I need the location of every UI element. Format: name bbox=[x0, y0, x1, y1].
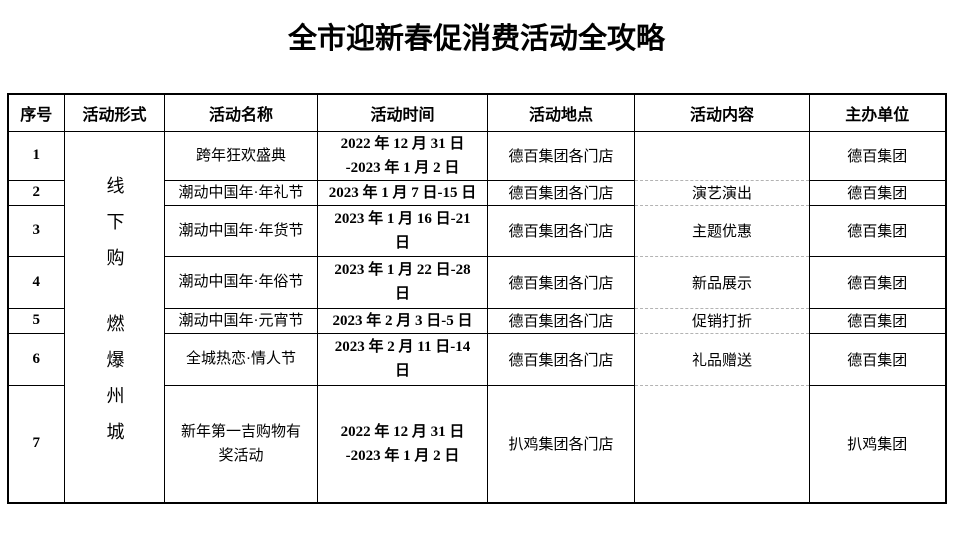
cell-org: 德百集团 bbox=[809, 307, 946, 334]
table-row: 5 潮动中国年·元宵节 2023 年 2 月 3 日-5 日 德百集团各门店 促… bbox=[7, 307, 946, 334]
table-row: 3 潮动中国年·年货节 2023 年 1 月 16 日-21 日 德百集团各门店… bbox=[7, 204, 946, 257]
cell-no: 7 bbox=[7, 384, 65, 504]
header-row: 序号 活动形式 活动名称 活动时间 活动地点 活动内容 主办单位 bbox=[7, 93, 946, 132]
col-header-no: 序号 bbox=[7, 93, 65, 132]
cell-name: 潮动中国年·年俗节 bbox=[164, 255, 318, 309]
vertical-slogan: 线下购 燃爆州城 bbox=[67, 176, 162, 458]
cell-name: 全城热恋·情人节 bbox=[164, 332, 318, 386]
cell-place: 德百集团各门店 bbox=[487, 307, 635, 334]
cell-content: 演艺演出 bbox=[634, 179, 810, 206]
cell-name: 潮动中国年·元宵节 bbox=[164, 307, 318, 334]
cell-time: 2022 年 12 月 31 日 -2023 年 1 月 2 日 bbox=[317, 130, 488, 181]
cell-content: 新品展示 bbox=[634, 255, 810, 309]
cell-place: 德百集团各门店 bbox=[487, 255, 635, 309]
cell-content: 主题优惠 bbox=[634, 204, 810, 257]
cell-place: 德百集团各门店 bbox=[487, 179, 635, 206]
col-header-content: 活动内容 bbox=[634, 93, 810, 132]
cell-no: 4 bbox=[7, 255, 65, 309]
cell-org: 德百集团 bbox=[809, 204, 946, 257]
cell-time: 2023 年 2 月 3 日-5 日 bbox=[317, 307, 488, 334]
cell-no: 6 bbox=[7, 332, 65, 386]
activities-table: 序号 活动形式 活动名称 活动时间 活动地点 活动内容 主办单位 1 线下购 燃… bbox=[6, 93, 947, 504]
page-title: 全市迎新春促消费活动全攻略 bbox=[287, 23, 665, 55]
cell-name: 潮动中国年·年货节 bbox=[164, 204, 318, 257]
col-header-place: 活动地点 bbox=[487, 93, 635, 132]
cell-place: 德百集团各门店 bbox=[487, 332, 635, 386]
cell-org: 德百集团 bbox=[809, 179, 946, 206]
cell-time: 2022 年 12 月 31 日 -2023 年 1 月 2 日 bbox=[317, 384, 488, 504]
slogan-line-2: 燃爆州城 bbox=[104, 313, 125, 458]
cell-name: 跨年狂欢盛典 bbox=[164, 130, 318, 181]
table-row: 1 线下购 燃爆州城 跨年狂欢盛典 2022 年 12 月 31 日 -2023… bbox=[7, 130, 946, 504]
cell-place: 扒鸡集团各门店 bbox=[487, 384, 635, 504]
slogan-line-1: 线下购 bbox=[104, 175, 125, 284]
cell-time: 2023 年 1 月 22 日-28 日 bbox=[317, 255, 488, 309]
table-row: 6 全城热恋·情人节 2023 年 2 月 11 日-14 日 德百集团各门店 … bbox=[7, 332, 946, 386]
cell-time: 2023 年 1 月 16 日-21 日 bbox=[317, 204, 488, 257]
cell-place: 德百集团各门店 bbox=[487, 130, 635, 181]
cell-org: 德百集团 bbox=[809, 130, 946, 181]
cell-name: 新年第一吉购物有 奖活动 bbox=[164, 384, 318, 504]
cell-org: 德百集团 bbox=[809, 332, 946, 386]
cell-org: 扒鸡集团 bbox=[809, 384, 946, 504]
cell-org: 德百集团 bbox=[809, 255, 946, 309]
cell-time: 2023 年 2 月 11 日-14 日 bbox=[317, 332, 488, 386]
cell-content bbox=[634, 130, 810, 181]
cell-name: 潮动中国年·年礼节 bbox=[164, 179, 318, 206]
cell-place: 德百集团各门店 bbox=[487, 204, 635, 257]
table-row: 4 潮动中国年·年俗节 2023 年 1 月 22 日-28 日 德百集团各门店… bbox=[7, 255, 946, 309]
cell-content: 促销打折 bbox=[634, 307, 810, 334]
table-row: 2 潮动中国年·年礼节 2023 年 1 月 7 日-15 日 德百集团各门店 … bbox=[7, 179, 946, 206]
col-header-org: 主办单位 bbox=[809, 93, 946, 132]
col-header-form: 活动形式 bbox=[64, 93, 165, 132]
merged-form-cell: 线下购 燃爆州城 bbox=[64, 130, 165, 504]
cell-time: 2023 年 1 月 7 日-15 日 bbox=[317, 179, 488, 206]
cell-content: 礼品赠送 bbox=[634, 332, 810, 386]
col-header-time: 活动时间 bbox=[317, 93, 488, 132]
col-header-name: 活动名称 bbox=[164, 93, 318, 132]
cell-no: 5 bbox=[7, 307, 65, 334]
cell-no: 1 bbox=[7, 130, 65, 181]
table-row: 7 新年第一吉购物有 奖活动 2022 年 12 月 31 日 -2023 年 … bbox=[7, 384, 946, 504]
cell-content bbox=[634, 384, 810, 504]
cell-no: 2 bbox=[7, 179, 65, 206]
cell-no: 3 bbox=[7, 204, 65, 257]
